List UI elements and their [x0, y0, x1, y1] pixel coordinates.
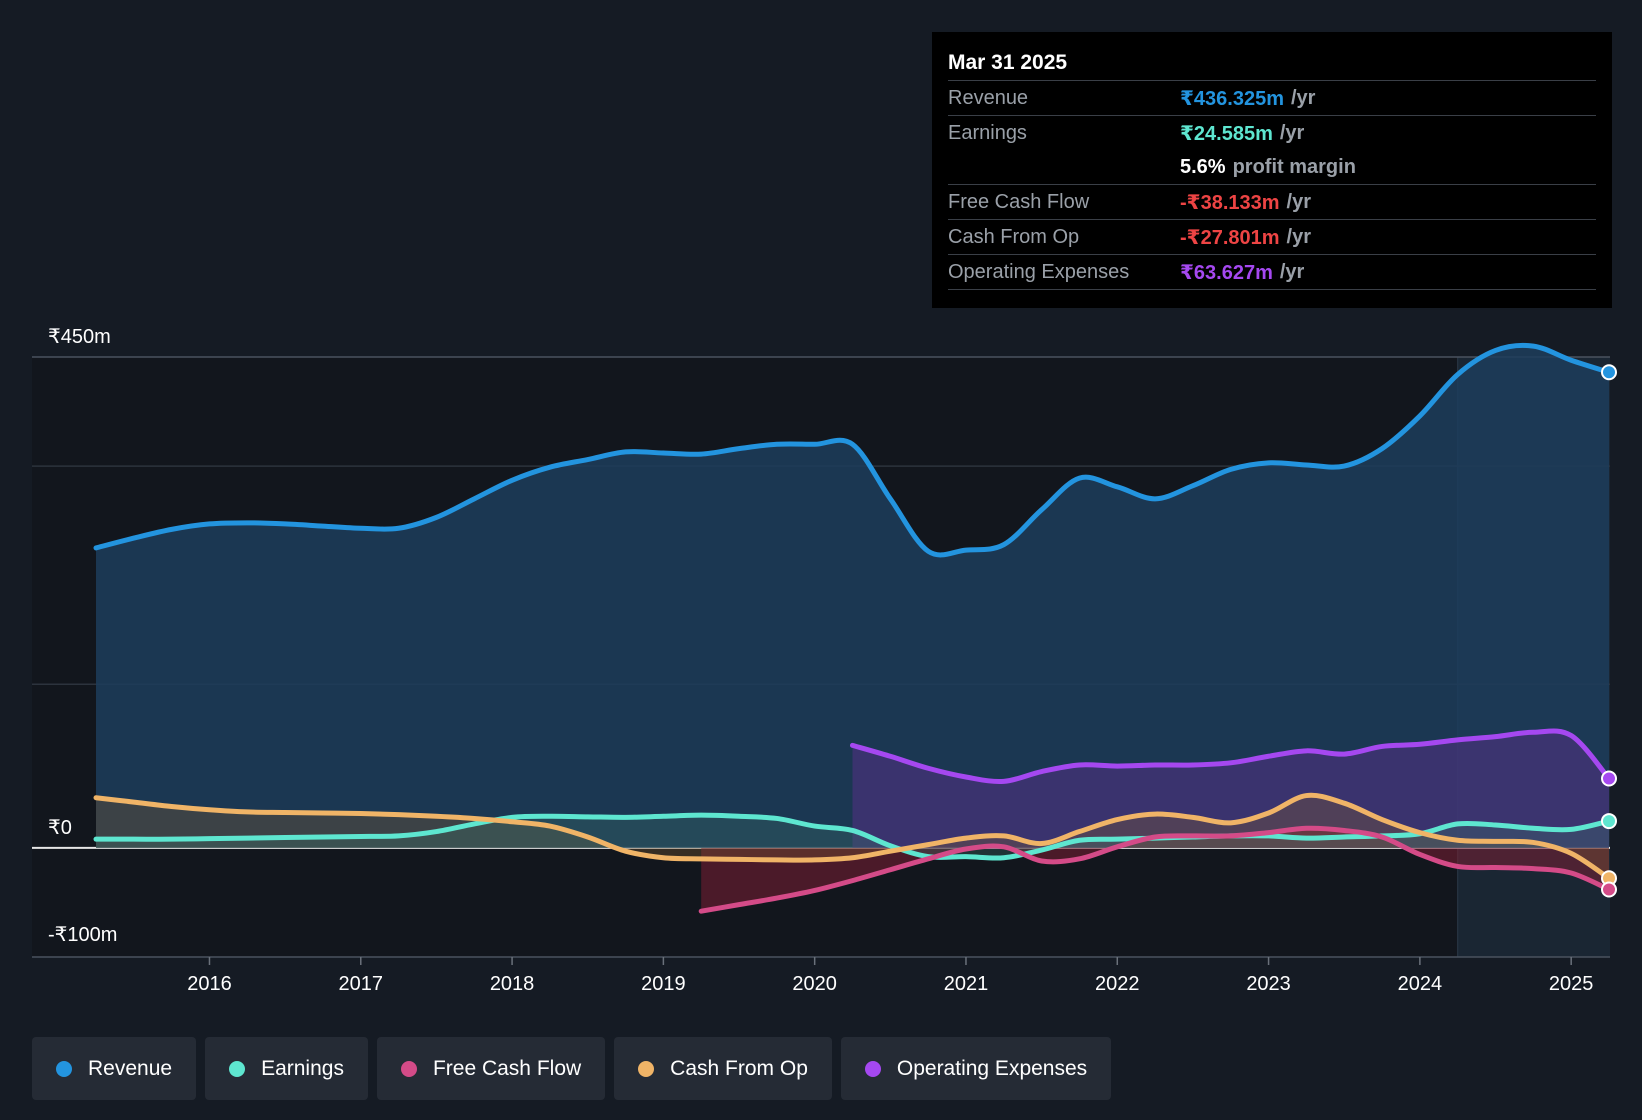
x-tick-label: 2017 — [339, 973, 384, 995]
tooltip-date: Mar 31 2025 — [948, 51, 1068, 74]
legend-dot-icon — [56, 1060, 72, 1077]
legend-dot-icon — [400, 1060, 417, 1077]
tooltip-margin-value: 5.6% — [1180, 155, 1226, 178]
tooltip-row-fcf: Free Cash Flow -₹38.133m /yr — [948, 184, 1596, 219]
tooltip-row-opex: Operating Expenses ₹63.627m /yr — [948, 254, 1596, 289]
x-tick-label: 2021 — [944, 973, 989, 995]
tooltip-row-margin: 5.6% profit margin — [948, 150, 1596, 184]
legend-dot-icon — [864, 1060, 881, 1077]
legend-item-operating-expenses[interactable]: Operating Expenses — [840, 1037, 1112, 1100]
x-tick-label: 2025 — [1549, 973, 1594, 995]
legend-label-cash-from-op: Cash From Op — [670, 1056, 808, 1080]
legend-label-earnings: Earnings — [261, 1056, 344, 1080]
tooltip-earnings-value: ₹24.585m — [1180, 122, 1273, 145]
line-free-cash-flow — [698, 825, 1612, 914]
marker-earnings — [1601, 813, 1617, 830]
line-earnings — [93, 812, 1612, 861]
line-operating-expenses — [850, 728, 1612, 785]
tooltip-revenue-unit: /yr — [1291, 86, 1316, 109]
axes: ₹450m ₹0 -₹100m 2016 2017 2018 2019 2020 2021 202… — [48, 326, 1593, 995]
tooltip-earnings-label: Earnings — [948, 121, 1027, 144]
tooltip-fcf-unit: /yr — [1286, 190, 1311, 213]
tooltip-revenue-value: ₹436.325m — [1180, 87, 1284, 110]
legend-label-free-cash-flow: Free Cash Flow — [432, 1056, 582, 1080]
legend-dot-icon — [229, 1060, 246, 1077]
tooltip-row-revenue: Revenue ₹436.325m /yr — [948, 80, 1596, 115]
tooltip-row-earnings: Earnings ₹24.585m /yr — [948, 115, 1596, 150]
legend-item-earnings[interactable]: Earnings — [205, 1037, 368, 1100]
marker-free-cash-flow — [1601, 881, 1617, 898]
area-operating-expenses — [852, 730, 1609, 848]
legend: Revenue Earnings Free Cash Flow Cash Fro… — [32, 1037, 1112, 1100]
tooltip-divider — [948, 289, 1596, 290]
endpoint-markers — [1601, 364, 1617, 898]
tooltip-earnings-unit: /yr — [1279, 121, 1305, 144]
tooltip-fcf-value: -₹38.133m — [1180, 191, 1280, 214]
tooltip-opex-label: Operating Expenses — [948, 260, 1130, 283]
tooltip-panel: Mar 31 2025 Revenue ₹436.325m /yr Earnin… — [932, 32, 1612, 308]
tooltip-revenue-label: Revenue — [948, 86, 1029, 109]
tooltip-cfo-value: -₹27.801m — [1180, 226, 1280, 249]
y-axis-label: ₹450m — [48, 326, 111, 348]
tooltip-cfo-unit: /yr — [1286, 225, 1311, 248]
legend-dot-icon — [638, 1060, 655, 1077]
series-lines — [93, 342, 1612, 914]
line-revenue — [93, 342, 1612, 558]
tooltip-row-cfo: Cash From Op -₹27.801m /yr — [948, 219, 1596, 254]
marker-revenue — [1601, 364, 1617, 381]
tooltip-opex-unit: /yr — [1279, 260, 1305, 283]
y-axis-label: -₹100m — [48, 924, 117, 946]
line-cash-from-op — [93, 792, 1612, 881]
area-free-cash-flow — [701, 828, 1609, 912]
x-tick-label: 2023 — [1246, 973, 1291, 995]
legend-item-cash-from-op[interactable]: Cash From Op — [614, 1037, 832, 1100]
tooltip-opex-value: ₹63.627m — [1180, 261, 1273, 284]
x-tick-label: 2018 — [490, 973, 535, 995]
x-tick-label: 2020 — [792, 973, 837, 995]
x-tick-label: 2022 — [1095, 973, 1140, 995]
legend-item-revenue[interactable]: Revenue — [32, 1037, 197, 1100]
y-axis-label: ₹0 — [48, 817, 72, 839]
tooltip-fcf-label: Free Cash Flow — [948, 190, 1090, 213]
legend-item-free-cash-flow[interactable]: Free Cash Flow — [376, 1037, 606, 1100]
x-tick-label: 2019 — [641, 973, 686, 995]
marker-operating-expenses — [1601, 770, 1617, 787]
tooltip-cfo-label: Cash From Op — [948, 225, 1080, 248]
tooltip-margin-text: profit margin — [1232, 155, 1356, 178]
legend-label-operating-expenses: Operating Expenses — [896, 1056, 1088, 1080]
legend-label-revenue: Revenue — [88, 1056, 173, 1080]
x-tick-label: 2024 — [1398, 973, 1443, 995]
x-tick-label: 2016 — [187, 973, 232, 995]
